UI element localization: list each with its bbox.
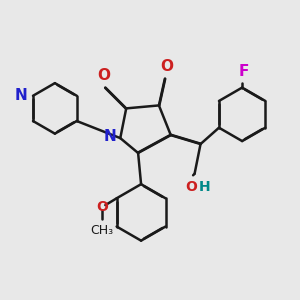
Text: N: N bbox=[104, 129, 117, 144]
Text: O: O bbox=[96, 200, 108, 214]
Text: F: F bbox=[238, 64, 249, 79]
Text: CH₃: CH₃ bbox=[90, 224, 113, 237]
Text: N: N bbox=[14, 88, 27, 103]
Text: H: H bbox=[199, 180, 211, 194]
Text: O: O bbox=[160, 59, 173, 74]
Text: O: O bbox=[186, 180, 197, 194]
Text: O: O bbox=[98, 68, 110, 83]
